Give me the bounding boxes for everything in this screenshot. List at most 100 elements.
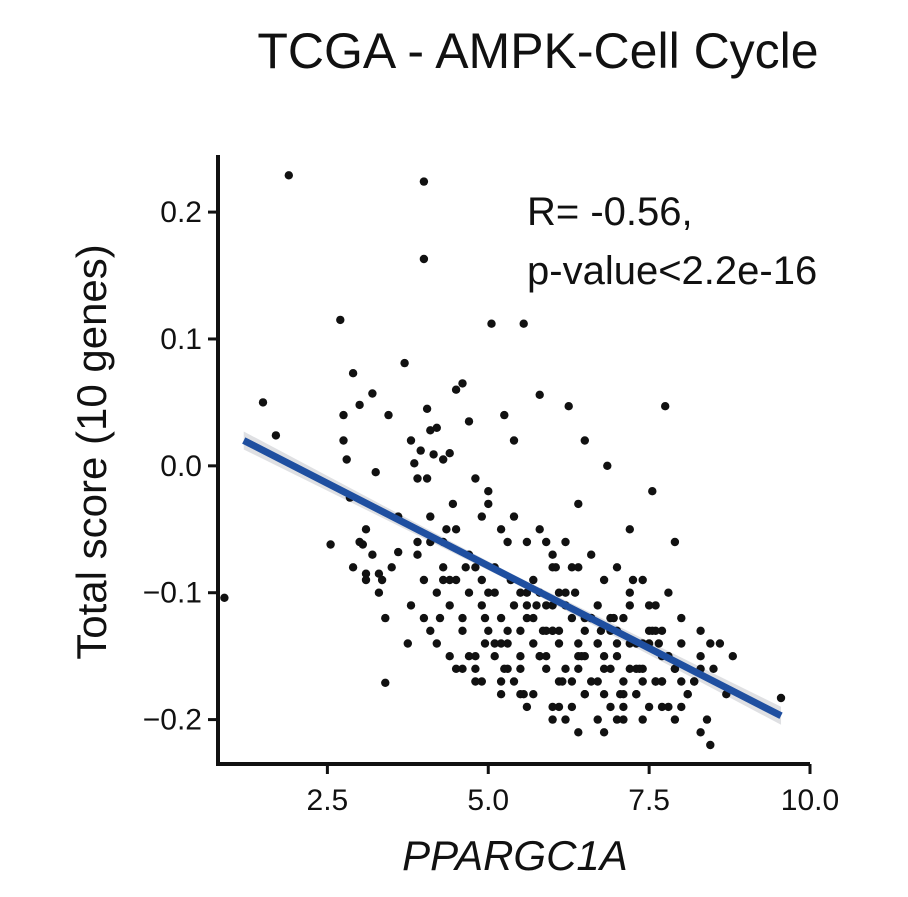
data-point <box>422 404 432 413</box>
data-point <box>381 678 390 687</box>
data-point <box>612 715 622 724</box>
data-point <box>706 639 715 648</box>
points-layer <box>220 171 786 750</box>
data-point <box>542 537 551 547</box>
data-point <box>677 677 686 686</box>
data-point <box>471 664 480 673</box>
data-point <box>400 358 409 368</box>
x-tick-label: 5.0 <box>467 784 509 817</box>
data-point <box>606 664 615 673</box>
data-point <box>644 601 654 610</box>
data-point <box>387 563 396 572</box>
data-point <box>564 402 573 411</box>
data-point <box>509 512 519 521</box>
data-point <box>496 677 506 686</box>
data-point <box>419 177 429 186</box>
data-point <box>355 400 364 410</box>
data-point <box>516 664 525 673</box>
data-point <box>406 601 416 610</box>
data-point <box>490 639 499 648</box>
correlation-annotation: R= -0.56, <box>527 190 693 234</box>
data-point <box>728 652 737 661</box>
data-point <box>599 728 609 737</box>
data-point <box>419 575 429 585</box>
data-point <box>638 575 647 585</box>
data-point <box>677 613 686 623</box>
regression-layer <box>242 437 783 719</box>
data-point <box>509 601 519 610</box>
data-point <box>709 664 718 673</box>
data-point <box>503 639 512 648</box>
data-point <box>599 664 609 673</box>
data-point <box>554 588 564 597</box>
data-point <box>715 639 725 648</box>
data-point <box>648 487 657 496</box>
data-point <box>522 537 532 547</box>
data-point <box>426 426 435 435</box>
data-point <box>326 540 335 549</box>
data-point <box>484 499 493 509</box>
data-point <box>284 171 293 180</box>
data-point <box>574 728 583 737</box>
data-point <box>516 626 525 635</box>
data-point <box>648 626 657 635</box>
data-point <box>516 588 525 597</box>
data-point <box>551 563 560 572</box>
data-point <box>535 525 544 534</box>
data-point <box>587 677 596 686</box>
y-tick-label: 0.0 <box>160 450 202 483</box>
data-point <box>548 626 557 635</box>
data-point <box>593 677 602 686</box>
data-point <box>625 588 634 597</box>
data-point <box>348 563 358 572</box>
data-point <box>657 626 667 635</box>
data-point <box>548 550 557 559</box>
data-point <box>458 613 467 623</box>
data-point <box>439 455 448 464</box>
data-point <box>567 613 577 623</box>
data-point <box>638 677 647 686</box>
data-point <box>509 677 519 686</box>
data-point <box>625 525 634 534</box>
data-point <box>509 436 519 445</box>
data-point <box>361 525 371 534</box>
data-point <box>632 690 641 699</box>
data-point <box>561 537 570 547</box>
data-point <box>574 639 583 648</box>
data-point <box>574 664 583 673</box>
data-point <box>587 550 596 559</box>
data-point <box>612 639 622 648</box>
data-point <box>484 626 493 635</box>
data-point <box>612 652 622 661</box>
data-point <box>651 601 660 610</box>
data-point <box>696 652 705 661</box>
data-point <box>451 385 461 394</box>
data-point <box>529 575 538 585</box>
data-point <box>406 436 416 445</box>
data-point <box>432 639 441 648</box>
data-point <box>471 677 480 686</box>
data-point <box>477 575 486 585</box>
data-point <box>480 639 490 648</box>
data-point <box>339 410 348 420</box>
data-point <box>619 613 628 623</box>
data-point <box>567 563 577 572</box>
data-point <box>522 588 532 597</box>
data-point <box>625 664 634 673</box>
data-point <box>635 664 644 673</box>
data-point <box>484 487 493 496</box>
data-point <box>484 588 493 597</box>
chart-title: TCGA - AMPK-Cell Cycle <box>257 23 818 79</box>
data-point <box>342 455 351 464</box>
data-point <box>661 402 670 411</box>
data-point <box>477 601 486 610</box>
data-point <box>413 474 422 483</box>
data-point <box>445 449 454 458</box>
data-point <box>461 563 470 572</box>
data-point <box>702 715 712 724</box>
data-point <box>538 626 548 635</box>
x-tick-label: 7.5 <box>628 784 670 817</box>
data-point <box>599 575 609 585</box>
data-point <box>339 436 348 445</box>
